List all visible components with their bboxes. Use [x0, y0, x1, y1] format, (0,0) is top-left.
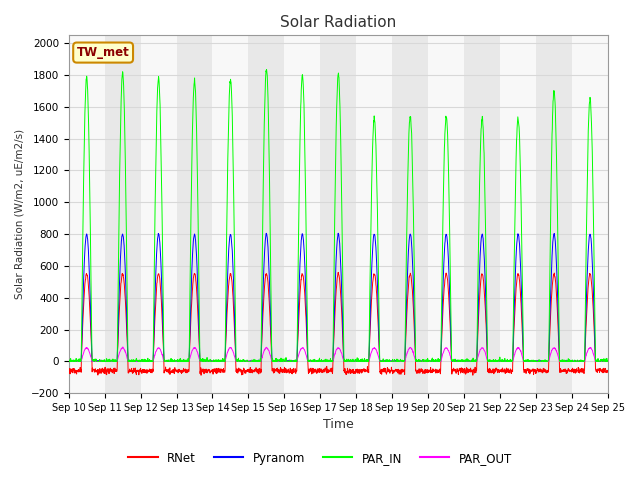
- Bar: [177, 36, 212, 393]
- Bar: [428, 36, 464, 393]
- Bar: [392, 36, 428, 393]
- Title: Solar Radiation: Solar Radiation: [280, 15, 396, 30]
- Bar: [68, 36, 104, 393]
- Bar: [321, 36, 356, 393]
- Bar: [248, 36, 284, 393]
- Bar: [212, 36, 248, 393]
- Bar: [572, 36, 608, 393]
- Bar: [356, 36, 392, 393]
- Legend: RNet, Pyranom, PAR_IN, PAR_OUT: RNet, Pyranom, PAR_IN, PAR_OUT: [124, 447, 516, 469]
- X-axis label: Time: Time: [323, 419, 354, 432]
- Bar: [104, 36, 141, 393]
- Text: TW_met: TW_met: [77, 46, 129, 59]
- Bar: [464, 36, 500, 393]
- Bar: [141, 36, 177, 393]
- Y-axis label: Solar Radiation (W/m2, uE/m2/s): Solar Radiation (W/m2, uE/m2/s): [15, 129, 25, 300]
- Bar: [284, 36, 321, 393]
- Bar: [500, 36, 536, 393]
- Bar: [536, 36, 572, 393]
